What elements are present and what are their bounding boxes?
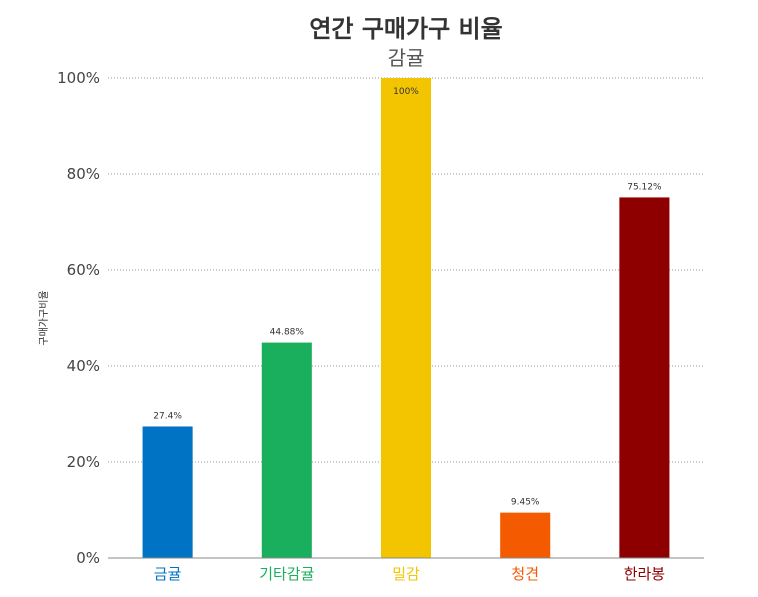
chart-title: 연간 구매가구 비율 [309, 15, 502, 43]
bar-4 [500, 512, 551, 558]
data-label: 27.4% [153, 411, 182, 421]
y-tick-label: 60% [67, 261, 100, 279]
bar-5 [619, 197, 670, 558]
data-label: 9.45% [511, 498, 540, 508]
x-tick-label: 기타감귤 [259, 565, 314, 583]
data-labels: 27.4% 44.88% 100% 9.45% 75.12% [153, 87, 662, 508]
chart-subtitle: 감귤 [388, 46, 425, 70]
bar-2 [261, 342, 312, 558]
y-tick-label: 40% [67, 357, 100, 375]
bars [142, 78, 670, 558]
data-label: 100% [393, 87, 419, 97]
x-tick-label: 청견 [511, 565, 539, 583]
bar-1 [142, 426, 193, 558]
y-tick-label: 0% [76, 549, 100, 567]
y-axis-ticks: 0% 20% 40% 60% 80% 100% [57, 69, 100, 567]
y-axis-label: 구매가구비율 [38, 290, 50, 345]
y-tick-label: 100% [57, 69, 100, 87]
data-label: 44.88% [270, 328, 305, 338]
x-tick-label: 금귤 [154, 565, 182, 583]
data-label: 75.12% [627, 182, 662, 192]
x-axis-ticks: 금귤 기타감귤 밀감 청견 한라봉 [154, 565, 665, 583]
x-tick-label: 밀감 [392, 565, 420, 583]
x-tick-label: 한라봉 [624, 565, 665, 583]
y-tick-label: 80% [67, 165, 100, 183]
y-tick-label: 20% [67, 453, 100, 471]
bar-3 [380, 78, 432, 558]
